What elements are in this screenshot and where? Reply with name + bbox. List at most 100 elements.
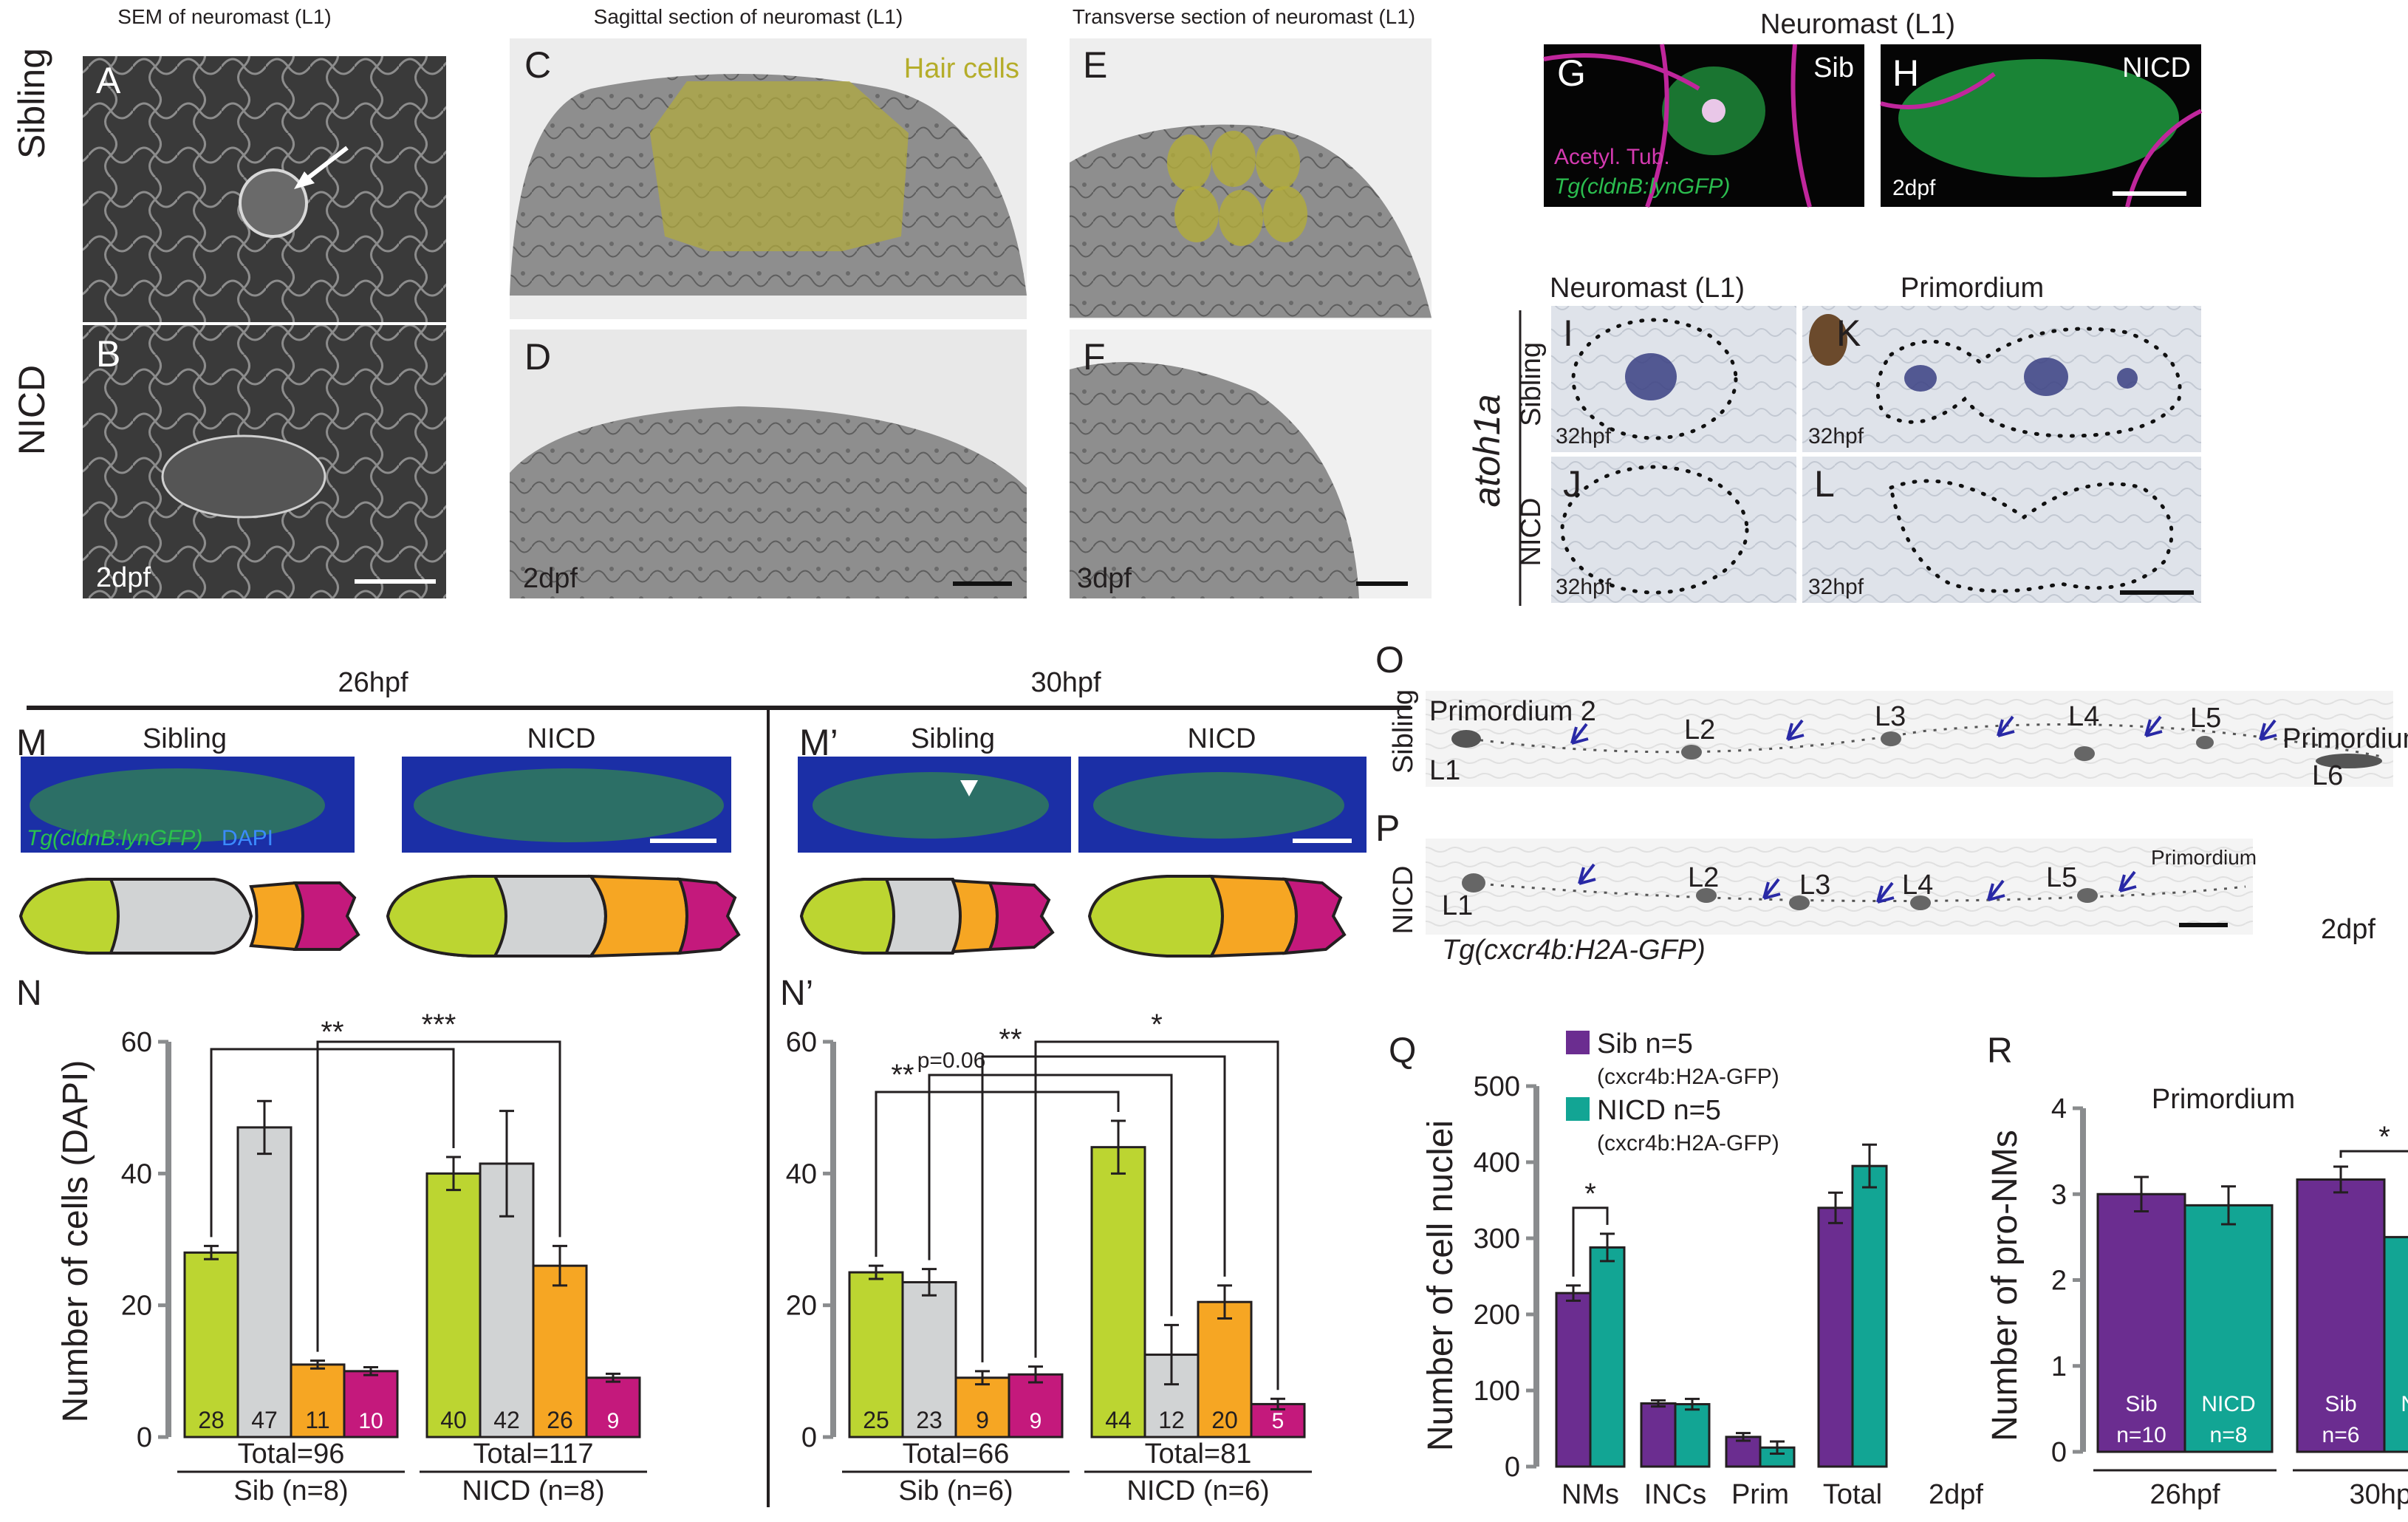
n2-bar-value: 20: [1211, 1407, 1238, 1433]
m-nicd-schematic: [386, 874, 741, 958]
ik-nicd-label: NICD: [1516, 498, 1547, 567]
q-category-label: NMs: [1562, 1479, 1619, 1510]
ish-outline-i: [1571, 318, 1738, 440]
n-bar-value: 40: [440, 1407, 467, 1433]
header-30hpf: 30hpf: [1030, 667, 1101, 698]
q-bar: [1640, 1402, 1677, 1468]
n2-group-label: Sib (n=6): [898, 1475, 1013, 1506]
n-sig-bracket: [210, 1048, 455, 1238]
g-tg-label: Tg(cldnB:lynGFP): [1554, 174, 1730, 199]
n2-group-total: Total=81: [1145, 1439, 1252, 1470]
sem-neuromast-a: [239, 168, 308, 238]
n-sig-label: ***: [422, 1009, 456, 1041]
n2-sig-label: *: [1151, 1009, 1163, 1041]
i-32hpf: 32hpf: [1556, 424, 1612, 448]
neuromast-gh-header: Neuromast (L1): [1760, 9, 1955, 40]
h-nicd-label: NICD: [2122, 52, 2191, 83]
o-nerve: [1469, 723, 2387, 759]
p-l3: L3: [1799, 870, 1830, 901]
n-sig-bracket: [316, 1040, 561, 1352]
q-bar: [1589, 1246, 1626, 1468]
r-tick-label: 1: [2051, 1351, 2067, 1382]
ish-stain-i: [1625, 353, 1677, 400]
n2-bar-value: 12: [1158, 1407, 1185, 1433]
n2-sig-bracket: [981, 1055, 1226, 1362]
n-bar-value: 11: [305, 1407, 329, 1433]
q-tick-label: 200: [1474, 1300, 1520, 1331]
o-sibling-label: Sibling: [1388, 689, 1419, 774]
n2-tick-label: 20: [786, 1291, 817, 1322]
n2-sig-label: p=0.06: [917, 1048, 986, 1073]
q-legend-name: NICD n=5: [1597, 1095, 1721, 1126]
panel-h: H: [1892, 52, 1919, 94]
p-neuromasts: [1462, 873, 2098, 910]
q-sig-label: *: [1584, 1178, 1596, 1210]
p-tg-label: Tg(cxcr4b:H2A-GFP): [1442, 935, 1706, 966]
ish-image-l: [1802, 457, 2201, 603]
p-2dpf: 2dpf: [2321, 914, 2375, 945]
k-32hpf: 32hpf: [1808, 424, 1864, 448]
h-2dpf-label: 2dpf: [1892, 176, 1936, 200]
n-tick-label: 20: [121, 1291, 152, 1322]
sem-neuromast-b: [161, 434, 326, 519]
o-l6: L6: [2312, 760, 2343, 791]
r-tick-label: 0: [2051, 1437, 2067, 1468]
ish-pigment-k: [1809, 314, 1847, 366]
n2-bar: [1197, 1300, 1253, 1439]
sem-arrowhead: [294, 171, 315, 189]
chart-q: 0 100 200 300 400 500 Number of cell nuclei Sib…: [1421, 1028, 1983, 1510]
n2-bar-value: 5: [1272, 1409, 1285, 1433]
panel-p: P: [1375, 808, 1400, 849]
n-bar: [290, 1363, 346, 1439]
r-bar: [2183, 1204, 2274, 1453]
n-bar-value: 42: [493, 1407, 520, 1433]
n2-bar: [848, 1271, 904, 1439]
o-l2: L2: [1684, 714, 1715, 745]
panel-e: E: [1083, 44, 1107, 86]
n2-bar-value: 9: [976, 1407, 989, 1433]
q-legend-sub: (cxcr4b:H2A-GFP): [1597, 1131, 1779, 1156]
ish-stain-k1: [1904, 365, 1937, 392]
hair-cell-ovals-e: [1167, 131, 1307, 246]
n2-sig-bracket: [1034, 1040, 1279, 1390]
q-bar: [1851, 1164, 1888, 1468]
panel-c: C: [524, 44, 551, 86]
r-category-label: 26hpf: [2149, 1479, 2220, 1510]
r-bar-series: NICD: [2401, 1392, 2408, 1416]
tem-neuromast-d: [510, 406, 1027, 598]
panel-d: D: [524, 336, 551, 378]
q-legend-name: Sib n=5: [1597, 1028, 1693, 1059]
n2-group-label: NICD (n=6): [1126, 1475, 1269, 1506]
fluor-center-g: [1702, 99, 1725, 123]
p-l2: L2: [1688, 862, 1719, 893]
sem-2dpf-label: 2dpf: [96, 562, 151, 593]
n-bar: [236, 1126, 293, 1439]
row-label-sibling: Sibling: [11, 48, 52, 159]
m2-nicd-schematic: [1087, 874, 1347, 958]
r-bar-n: n=10: [2116, 1423, 2166, 1447]
r-title: Primordium: [2152, 1084, 2295, 1115]
panel-q: Q: [1389, 1031, 1416, 1071]
q-x-suffix: 2dpf: [1929, 1479, 1983, 1510]
j-32hpf: 32hpf: [1556, 575, 1612, 599]
o-l4: L4: [2068, 701, 2099, 732]
atoh1a-label: atoh1a: [1466, 395, 1508, 508]
m2-sibling-label: Sibling: [911, 723, 995, 754]
q-y-label: Number of cell nuclei: [1421, 1120, 1460, 1451]
r-bar: [2383, 1235, 2408, 1453]
r-tick-label: 3: [2051, 1179, 2067, 1210]
ish-outline-k: [1875, 327, 2182, 438]
r-y-label: Number of pro-NMs: [1985, 1130, 2025, 1441]
sagittal-header: Sagittal section of neuromast (L1): [594, 5, 903, 28]
panel-g: G: [1557, 52, 1586, 94]
ish-image-j: [1551, 457, 1796, 603]
p-l1: L1: [1442, 890, 1473, 921]
q-legend-swatch: [1566, 1097, 1590, 1121]
panel-l: L: [1814, 463, 1835, 505]
n2-tick-label: 40: [786, 1158, 817, 1190]
fluor-axons-g: [1543, 44, 1812, 208]
o-neuromasts: [1451, 730, 2382, 768]
n-bar-value: 10: [358, 1409, 383, 1433]
r-bar-series: Sib: [2125, 1392, 2157, 1416]
ish-outline-j: [1560, 465, 1749, 595]
